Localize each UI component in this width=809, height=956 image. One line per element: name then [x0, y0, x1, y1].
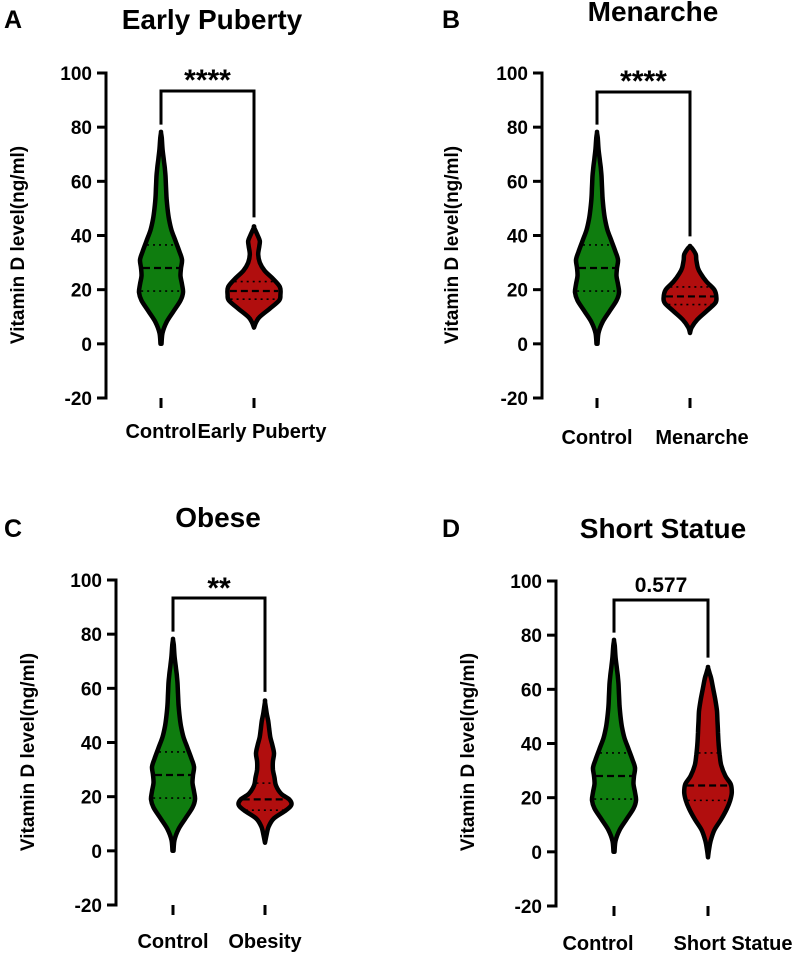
y-tick-label: 40: [81, 734, 102, 755]
panel-c: C Obese Vitamin D level(ng/ml) -20 0 20 40 60 80…: [4, 502, 303, 953]
chart-title: Early Puberty: [122, 4, 303, 35]
y-tick-label: 100: [510, 572, 542, 593]
y-tick-label: 60: [521, 680, 542, 701]
violin-obesity: [236, 698, 294, 845]
y-tick-label: 0: [517, 335, 528, 356]
significance-bracket: [595, 90, 692, 237]
y-tick-label: 20: [521, 789, 542, 810]
panel-a: A Early Puberty Vitamin D level(ng/ml) -20 0…: [4, 4, 327, 443]
y-tick-label: 80: [521, 626, 542, 647]
panel-letter: C: [4, 515, 22, 543]
x-category-label: Control: [562, 933, 633, 955]
y-tick-label: 40: [71, 227, 92, 248]
y-tick-label: 100: [496, 64, 528, 85]
x-category-label: Control: [125, 421, 196, 443]
x-category-label: Short Statue: [674, 933, 793, 955]
panel-letter: D: [442, 515, 460, 543]
panel-letter: B: [442, 6, 460, 34]
chart-title: Short Statue: [580, 513, 746, 544]
y-tick-label: 80: [81, 625, 102, 646]
y-tick-label: 20: [507, 281, 528, 302]
violin-early-puberty: [225, 224, 283, 330]
y-axis-title: Vitamin D level(ng/ml): [442, 146, 463, 344]
panel-d: D Short Statue Vitamin D level(ng/ml) -20 0 2…: [442, 513, 792, 955]
y-tick-label: 60: [507, 172, 528, 193]
x-category-label: Control: [561, 427, 632, 449]
x-category-label: Obesity: [228, 931, 302, 953]
y-tick-label: 100: [60, 64, 92, 85]
y-axis-title: Vitamin D level(ng/ml): [8, 146, 29, 344]
significance-label: ****: [184, 64, 231, 97]
y-tick-label: 40: [507, 227, 528, 248]
significance-label: **: [207, 572, 231, 605]
y-tick-label: 100: [70, 571, 102, 592]
y-tick-label: 0: [531, 843, 542, 864]
violin-control: [589, 637, 639, 855]
significance-bracket: [171, 596, 267, 692]
y-tick-label: 80: [507, 118, 528, 139]
y-tick-label: -20: [65, 389, 92, 410]
y-tick-label: -20: [75, 896, 102, 917]
x-category-label: Early Puberty: [198, 421, 328, 443]
y-tick-label: -20: [515, 897, 542, 918]
y-tick-label: 60: [71, 172, 92, 193]
violin-control: [572, 129, 622, 347]
chart-title: Obese: [175, 502, 261, 533]
significance-label: ****: [620, 65, 667, 98]
chart-title: Menarche: [588, 0, 719, 27]
y-axis-title: Vitamin D level(ng/ml): [18, 653, 39, 851]
y-tick-label: 0: [81, 335, 92, 356]
y-tick-label: 80: [71, 118, 92, 139]
significance-bracket: [612, 598, 710, 658]
y-tick-label: 40: [521, 735, 542, 756]
y-tick-label: 20: [71, 281, 92, 302]
y-tick-label: -20: [501, 389, 528, 410]
x-category-label: Menarche: [655, 427, 748, 449]
violin-menarche: [661, 243, 719, 336]
panel-letter: A: [4, 6, 22, 34]
violin-control: [148, 636, 198, 854]
y-tick-label: 0: [91, 842, 102, 863]
panel-b: B Menarche Vitamin D level(ng/ml) -20 0 20 40 6…: [442, 0, 749, 449]
y-tick-label: 20: [81, 788, 102, 809]
significance-bracket: [159, 89, 256, 218]
y-axis-title: Vitamin D level(ng/ml): [458, 653, 479, 851]
significance-label: 0.577: [635, 574, 688, 597]
violin-short-statue: [681, 664, 735, 860]
x-category-label: Control: [137, 931, 208, 953]
violin-control: [136, 129, 186, 347]
y-tick-label: 60: [81, 679, 102, 700]
